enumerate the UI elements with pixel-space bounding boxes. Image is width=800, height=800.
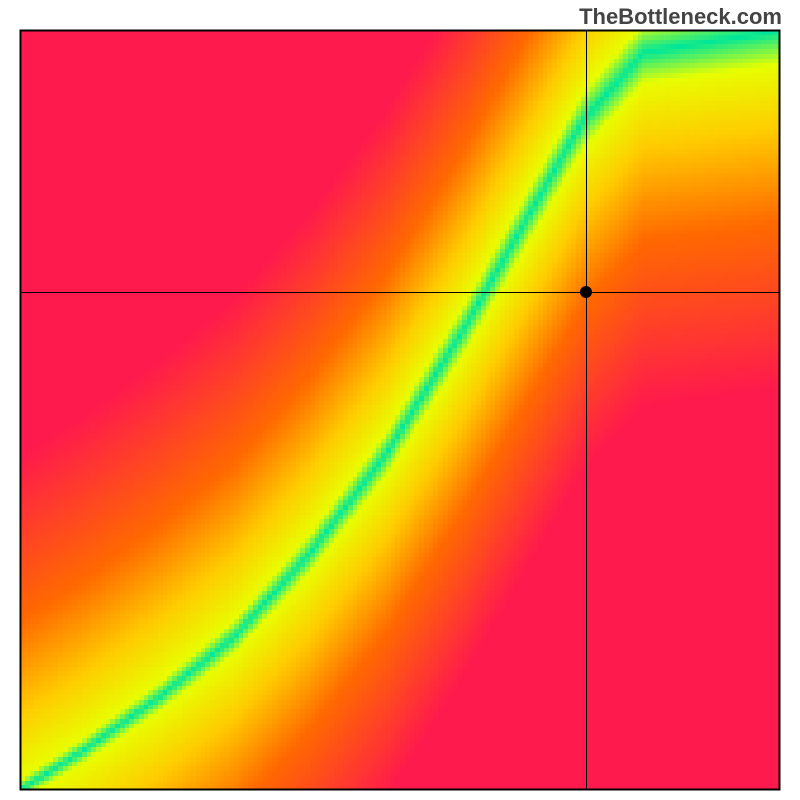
watermark-text: TheBottleneck.com: [579, 4, 782, 30]
crosshair-horizontal-line: [20, 292, 780, 293]
crosshair-marker-dot: [580, 286, 592, 298]
bottleneck-heatmap: [0, 0, 800, 800]
crosshair-vertical-line: [586, 30, 587, 790]
chart-container: TheBottleneck.com: [0, 0, 800, 800]
